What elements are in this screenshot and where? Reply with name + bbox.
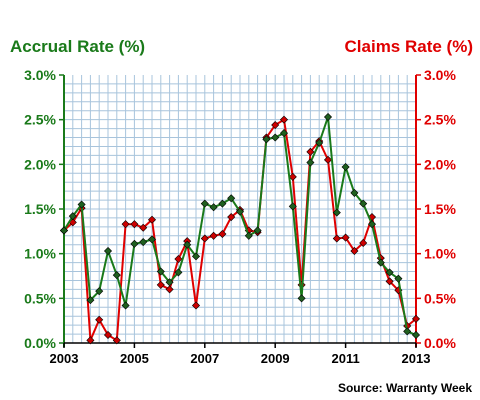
claims-rate-point <box>139 223 148 232</box>
right-tick-label: 1.0% <box>424 246 456 262</box>
accrual-rate-point <box>323 112 333 122</box>
accrual-rate-point <box>350 188 359 197</box>
claims-rate-point <box>86 336 95 345</box>
x-tick-label: 2011 <box>331 351 359 366</box>
accrual-rate-point <box>218 199 227 208</box>
left-tick-label: 0.0% <box>24 335 56 351</box>
accrual-rate-point <box>262 135 271 144</box>
claims-rate-point <box>359 238 368 247</box>
accrual-rate-point <box>271 133 280 142</box>
accrual-rate-point <box>95 287 104 296</box>
claims-rate-point <box>227 213 236 222</box>
left-tick-label: 1.5% <box>24 201 56 217</box>
left-tick-label: 1.0% <box>24 246 56 262</box>
accrual-rate-point <box>165 278 174 287</box>
claims-rate-point <box>156 280 165 289</box>
claims-rate-point <box>103 330 113 339</box>
accrual-rate-point <box>121 301 130 310</box>
accrual-rate-point <box>156 267 165 276</box>
claims-rate-point <box>271 121 280 130</box>
right-tick-label: 2.5% <box>424 112 456 128</box>
right-tick-label: 0.0% <box>424 335 456 351</box>
accrual-rate-point <box>183 240 192 249</box>
accrual-rate-point <box>59 226 69 235</box>
accrual-rate-point <box>200 199 209 208</box>
accrual-rate-point <box>244 231 253 240</box>
accrual-rate-point <box>174 268 183 277</box>
right-tick-label: 0.5% <box>424 290 456 306</box>
x-tick-label: 2009 <box>261 351 290 366</box>
claims-rate-point <box>350 246 359 256</box>
accrual-rate-point <box>297 294 306 303</box>
claims-rate-point <box>288 172 297 181</box>
claims-rate-point <box>191 301 201 310</box>
right-tick-label: 1.5% <box>424 201 456 217</box>
accrual-rate-point <box>147 235 157 244</box>
accrual-rate-point <box>279 129 289 138</box>
source-note: Source: Warranty Week <box>338 381 472 395</box>
accrual-rate-point <box>385 268 394 277</box>
accrual-rate-point <box>253 226 262 235</box>
accrual-rate-point <box>367 220 377 229</box>
left-tick-label: 2.0% <box>24 156 56 172</box>
claims-rate-point <box>385 277 394 286</box>
claims-rate-point <box>165 285 174 294</box>
claims-rate-point <box>323 155 333 164</box>
accrual-rate-point <box>376 258 385 267</box>
claims-rate-point <box>200 234 209 243</box>
accrual-rate-point <box>130 239 139 248</box>
accrual-rate-point <box>359 199 368 208</box>
accrual-rate-point <box>411 330 421 339</box>
claims-rate-point <box>306 147 315 156</box>
accrual-rate-point <box>77 200 86 209</box>
accrual-rate-point <box>103 246 113 256</box>
accrual-rate-point <box>394 274 403 283</box>
claims-rate-point <box>341 233 350 242</box>
accrual-rate-point <box>332 208 341 217</box>
accrual-rate-point <box>403 327 412 336</box>
accrual-rate-point <box>235 207 245 216</box>
accrual-rate-point <box>68 212 77 221</box>
plot-area: 0.0% 0.0% 0.5% 0.5% 1.0% 1.0% 1.5% 1.5% 2.0% 2.0%… <box>24 67 456 366</box>
claims-rate-point <box>279 115 289 124</box>
claims-rate-point <box>112 336 121 345</box>
x-tick-label: 2007 <box>190 351 219 366</box>
left-tick-label: 3.0% <box>24 67 56 83</box>
accrual-rate-point <box>306 158 315 167</box>
accrual-rate-point <box>209 203 218 212</box>
left-axis-title: Accrual Rate (%) <box>10 37 145 56</box>
x-tick-label: 2005 <box>120 351 149 366</box>
claims-rate-point <box>209 231 218 240</box>
claims-rate-point <box>130 220 139 229</box>
accrual-rate-point <box>227 194 236 203</box>
claims-rate-point <box>147 215 157 224</box>
accrual-rate-point <box>341 162 350 172</box>
accrual-rate-point <box>86 296 95 305</box>
right-tick-label: 2.0% <box>424 156 456 172</box>
right-tick-label: 3.0% <box>424 67 456 83</box>
accrual-rate-point <box>315 138 324 147</box>
claims-rate-point <box>174 255 183 264</box>
accrual-rate-point <box>191 252 201 261</box>
accrual-rate-series <box>59 112 421 339</box>
claims-rate-point <box>95 315 104 324</box>
x-tick-label: 2003 <box>50 351 79 366</box>
claims-rate-point <box>411 314 421 323</box>
right-axis-title: Claims Rate (%) <box>345 37 473 56</box>
accrual-rate-point <box>139 238 148 247</box>
gridlines <box>64 75 416 343</box>
claims-rate-point <box>121 220 130 229</box>
x-tick-label: 2013 <box>402 351 431 366</box>
claims-rate-point <box>332 234 341 243</box>
accrual-rate-point <box>112 271 121 280</box>
left-tick-label: 0.5% <box>24 290 56 306</box>
claims-rate-point <box>218 229 227 239</box>
left-tick-label: 2.5% <box>24 112 56 128</box>
accrual-rate-point <box>288 202 297 211</box>
